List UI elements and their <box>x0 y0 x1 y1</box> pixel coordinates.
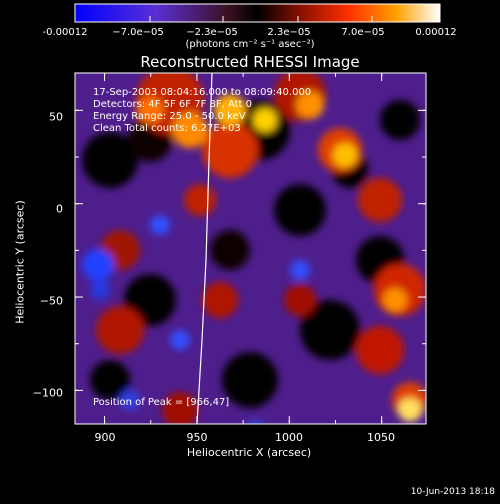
colorbar <box>74 3 441 23</box>
solar-limb-line <box>196 73 213 424</box>
image-blob <box>96 306 144 354</box>
x-axis-label: Heliocentric X (arcsec) <box>186 446 312 459</box>
image-blob <box>136 96 164 124</box>
image-blob <box>284 284 316 316</box>
x-tick-label: 1000 <box>275 431 303 444</box>
image-blob <box>124 274 176 326</box>
image-blob <box>300 300 360 360</box>
image-blobs <box>82 73 426 424</box>
image-blob <box>274 184 326 236</box>
y-tick-label: −100 <box>32 386 63 400</box>
y-tick-label: 0 <box>56 202 63 216</box>
colorbar-units: (photons cm⁻² s⁻¹ asec⁻²) <box>185 39 315 50</box>
image-blob <box>222 352 278 408</box>
colorbar-tick-label: −7.0e−05 <box>112 27 164 38</box>
peak-position-annotation: Position of Peak = [966,47] <box>93 397 230 408</box>
date-stamp: 10-Jun-2013 18:18 <box>410 487 495 497</box>
image-blob <box>120 390 140 410</box>
y-tick-label: −50 <box>39 294 63 308</box>
time-range-annotation: 17-Sep-2003 08:04:16.000 to 08:09:40.000 <box>93 87 312 98</box>
image-blob <box>202 122 258 178</box>
colorbar-tick-label: 0.00012 <box>415 27 457 38</box>
image-blob <box>82 249 114 281</box>
colorbar-tick-label: −2.3e−05 <box>186 27 238 38</box>
clean-annotation: Clean Total counts: 6.27E+03 <box>93 123 241 134</box>
colorbar-tick-label: -0.00012 <box>42 27 88 38</box>
image-blob <box>333 143 357 167</box>
image-blob <box>210 230 250 270</box>
image-blob <box>380 100 420 140</box>
colorbar-tick-label: 7.0e−05 <box>341 27 385 38</box>
image-blob <box>290 260 310 280</box>
image-blob <box>214 94 246 126</box>
axis-ticks <box>75 73 426 424</box>
image-blob <box>358 178 402 222</box>
image-blob <box>90 360 130 400</box>
image-blob <box>172 112 208 148</box>
image-blob <box>202 282 238 318</box>
image-blob <box>356 326 404 374</box>
image-blob <box>247 420 263 424</box>
image-blob <box>253 108 277 132</box>
image-blob <box>162 392 198 424</box>
y-axis-label: Heliocentric Y (arcsec) <box>13 200 27 324</box>
x-tick-label: 1050 <box>367 431 395 444</box>
image-blob <box>82 132 138 188</box>
image-blob <box>150 215 170 235</box>
energy-range-annotation: Energy Range: 25.0 - 50.0 keV <box>93 111 246 122</box>
y-tick-label: 50 <box>49 110 63 124</box>
colorbar-tick-label: 2.3e−05 <box>267 27 311 38</box>
image-blob <box>398 398 422 422</box>
x-tick-label: 900 <box>94 431 116 444</box>
image-blob <box>383 288 407 312</box>
plot-title: Reconstructed RHESSI Image <box>140 53 360 71</box>
detectors-annotation: Detectors: 4F 5F 6F 7F 8F, Att 0 <box>93 99 253 110</box>
plot-frame <box>74 72 427 425</box>
image-blob <box>184 184 216 216</box>
image-blob <box>170 330 190 350</box>
image-blob <box>296 91 324 119</box>
colorbar-ticks <box>74 16 441 22</box>
x-tick-label: 950 <box>186 431 208 444</box>
image-blob <box>90 280 110 300</box>
